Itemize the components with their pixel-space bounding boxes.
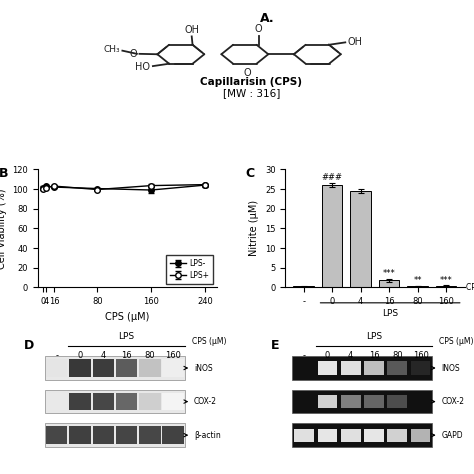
Bar [407, 286, 428, 287]
Text: D: D [24, 339, 34, 352]
Bar [293, 286, 314, 287]
Bar [364, 361, 384, 374]
Text: CPS (μM): CPS (μM) [192, 337, 227, 346]
Bar [341, 361, 361, 374]
Text: O: O [130, 49, 137, 59]
Text: O: O [255, 25, 263, 35]
Text: 4: 4 [100, 351, 106, 360]
Bar [69, 359, 91, 377]
Text: 0: 0 [77, 351, 82, 360]
Text: O: O [243, 68, 251, 78]
Bar [292, 356, 432, 380]
Text: COX-2: COX-2 [441, 397, 464, 406]
Text: -: - [55, 351, 58, 360]
Text: CPS (μM): CPS (μM) [439, 337, 474, 346]
Bar [116, 393, 137, 410]
Text: 80: 80 [145, 351, 155, 360]
Text: E: E [271, 339, 280, 352]
Bar [411, 361, 430, 374]
Bar [387, 395, 407, 408]
Text: COX-2: COX-2 [194, 397, 217, 406]
Text: 16: 16 [121, 351, 132, 360]
Text: ***: *** [383, 269, 395, 278]
Text: C: C [246, 167, 255, 180]
Bar [163, 426, 184, 444]
Legend: LPS-, LPS+: LPS-, LPS+ [166, 255, 213, 283]
Text: 160: 160 [165, 351, 181, 360]
Bar [411, 428, 430, 442]
Bar [46, 426, 67, 444]
Text: INOS: INOS [441, 364, 460, 373]
X-axis label: CPS (μM): CPS (μM) [105, 312, 150, 322]
Bar [163, 393, 184, 410]
Text: 16: 16 [369, 351, 379, 360]
Bar [69, 393, 91, 410]
Text: HO: HO [136, 62, 150, 72]
Text: [MW : 316]: [MW : 316] [222, 89, 280, 99]
Bar [69, 426, 91, 444]
Text: GAPD: GAPD [441, 431, 463, 440]
Text: 0: 0 [325, 351, 330, 360]
Bar [322, 185, 342, 287]
Bar [387, 428, 407, 442]
Text: LPS: LPS [382, 309, 398, 318]
Text: -: - [302, 351, 306, 360]
Bar [116, 426, 137, 444]
Y-axis label: Nitrite (μM): Nitrite (μM) [249, 201, 259, 256]
Text: 4: 4 [348, 351, 353, 360]
Bar [341, 395, 361, 408]
Bar [92, 359, 114, 377]
Bar [436, 285, 456, 287]
Bar [364, 428, 384, 442]
Bar [341, 428, 361, 442]
Bar [318, 428, 337, 442]
Bar [364, 395, 384, 408]
Bar [139, 359, 161, 377]
Bar [45, 390, 185, 413]
Text: 160: 160 [413, 351, 428, 360]
Text: CPS (μM): CPS (μM) [466, 283, 474, 292]
Text: 80: 80 [392, 351, 402, 360]
Bar [163, 359, 184, 377]
Bar [379, 281, 400, 287]
Bar [46, 393, 67, 410]
Y-axis label: Cell Viability (%): Cell Viability (%) [0, 188, 7, 269]
Bar [318, 395, 337, 408]
Bar [387, 361, 407, 374]
Bar [292, 423, 432, 447]
Bar [318, 361, 337, 374]
Text: ***: *** [440, 276, 453, 285]
Text: CH₃: CH₃ [103, 46, 120, 55]
Text: Capillarisin (CPS): Capillarisin (CPS) [200, 77, 302, 87]
Bar [350, 191, 371, 287]
Text: LPS: LPS [118, 332, 135, 341]
Bar [116, 359, 137, 377]
Bar [92, 426, 114, 444]
Bar [139, 426, 161, 444]
Bar [294, 428, 314, 442]
Bar [139, 393, 161, 410]
Text: OH: OH [184, 25, 199, 35]
Bar [46, 359, 67, 377]
Bar [45, 356, 185, 380]
Text: LPS: LPS [366, 332, 382, 341]
Bar [92, 393, 114, 410]
Text: β-actin: β-actin [194, 431, 220, 440]
Text: ###: ### [322, 173, 343, 182]
Bar [292, 390, 432, 413]
Text: **: ** [413, 276, 422, 285]
Text: iNOS: iNOS [194, 364, 212, 373]
Bar [45, 423, 185, 447]
Text: B: B [0, 167, 8, 180]
Text: A.: A. [260, 12, 274, 26]
Text: OH: OH [348, 37, 363, 47]
